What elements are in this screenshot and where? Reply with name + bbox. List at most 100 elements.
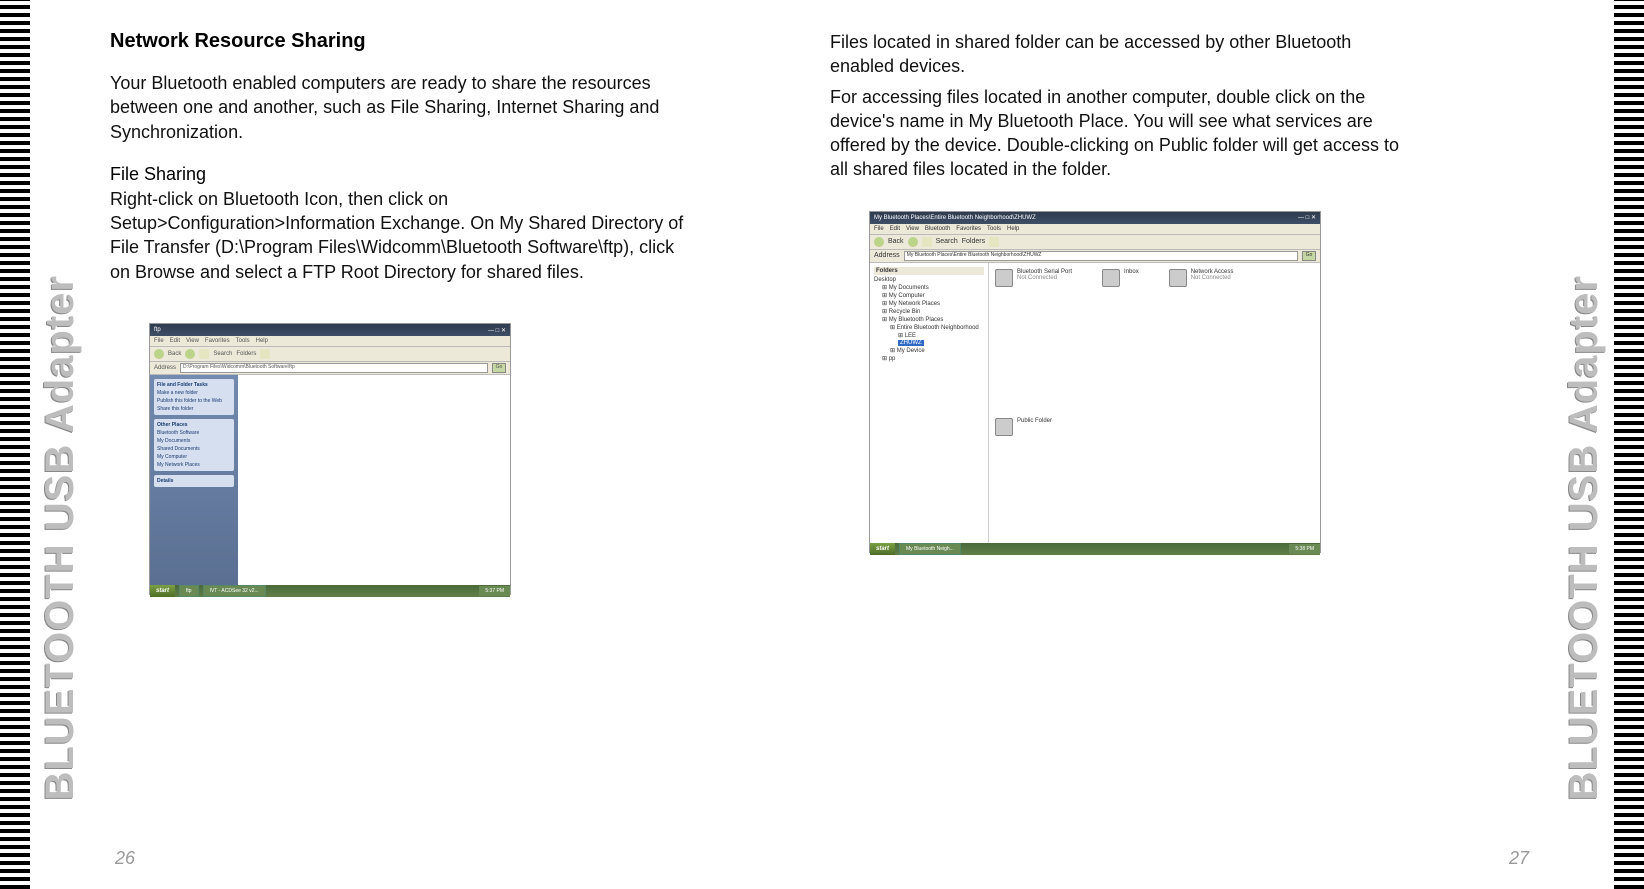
- svc-name-0: Bluetooth Serial Port: [1017, 269, 1072, 275]
- back-icon2[interactable]: [874, 237, 884, 247]
- search-label2[interactable]: Search: [936, 238, 958, 245]
- task-new-folder[interactable]: Make a new folder: [157, 390, 231, 396]
- menu2-view[interactable]: View: [906, 226, 919, 232]
- page-26: Network Resource Sharing Your Bluetooth …: [100, 0, 820, 889]
- spine-left: BLUETOOTH USB Adapter: [30, 0, 90, 800]
- folders-label2[interactable]: Folders: [962, 238, 985, 245]
- svc-name-2: Network Access: [1191, 269, 1234, 275]
- page-number-left: 26: [115, 848, 135, 869]
- taskbar-item-bt[interactable]: My Bluetooth Neigh...: [899, 543, 961, 555]
- up-icon[interactable]: [199, 349, 209, 359]
- menu-favorites[interactable]: Favorites: [205, 338, 230, 344]
- forward-icon2[interactable]: [908, 237, 918, 247]
- menu-help[interactable]: Help: [256, 338, 268, 344]
- place-mycomputer[interactable]: My Computer: [157, 454, 231, 460]
- views-icon2[interactable]: [989, 237, 999, 247]
- taskbar-item-ivt[interactable]: IVT - ACDSee 32 v2...: [203, 585, 266, 597]
- stripe-border-right: [1614, 0, 1644, 889]
- task-publish[interactable]: Publish this folder to the Web: [157, 398, 231, 404]
- place-btsw[interactable]: Bluetooth Software: [157, 430, 231, 436]
- tree-item[interactable]: ⊞ My Documents: [874, 284, 984, 291]
- window-body: File and Folder Tasks Make a new folder …: [150, 375, 510, 585]
- back-label[interactable]: Back: [168, 351, 181, 357]
- address-bar: Address D:\Program Files\Widcomm\Bluetoo…: [150, 362, 510, 375]
- panel-details: Details: [154, 475, 234, 487]
- menu2-file[interactable]: File: [874, 226, 884, 232]
- serial-port-icon: [995, 269, 1013, 287]
- tree-item[interactable]: ⊞ My Computer: [874, 292, 984, 299]
- service-network-access[interactable]: Network Access Not Connected: [1169, 269, 1234, 287]
- system-tray: 5:37 PM: [479, 586, 510, 596]
- screenshot-ftp-window: ftp ― □ ✕ File Edit View Favorites Tools…: [150, 324, 510, 594]
- window-controls2: ― □ ✕: [1298, 214, 1316, 221]
- place-shared[interactable]: Shared Documents: [157, 446, 231, 452]
- page-number-right: 27: [1509, 848, 1529, 869]
- svc-status-0: Not Connected: [1017, 275, 1072, 281]
- go-button2[interactable]: Go: [1302, 251, 1316, 261]
- panel1-title: File and Folder Tasks: [157, 382, 231, 388]
- window-body2: Folders Desktop⊞ My Documents⊞ My Comput…: [870, 263, 1320, 543]
- start-button[interactable]: start: [150, 585, 175, 597]
- svc-name-1: Inbox: [1124, 269, 1139, 275]
- heading-network-resource-sharing: Network Resource Sharing: [110, 30, 810, 53]
- menu2-bluetooth[interactable]: Bluetooth: [925, 226, 950, 232]
- place-network[interactable]: My Network Places: [157, 462, 231, 468]
- menu-view[interactable]: View: [186, 338, 199, 344]
- place-mydocs[interactable]: My Documents: [157, 438, 231, 444]
- titlebar: ftp ― □ ✕: [150, 324, 510, 336]
- tree-item[interactable]: ⊞ pp: [874, 355, 984, 362]
- folder-tree: Folders Desktop⊞ My Documents⊞ My Comput…: [870, 263, 989, 543]
- tree-item[interactable]: ⊞ LEE: [874, 332, 984, 339]
- address-field[interactable]: D:\Program Files\Widcomm\Bluetooth Softw…: [180, 363, 488, 373]
- services-pane: Bluetooth Serial Port Not Connected Inbo…: [989, 263, 1320, 543]
- screenshot-bluetooth-places: My Bluetooth Places\Entire Bluetooth Nei…: [870, 212, 1320, 552]
- page-27: Files located in shared folder can be ac…: [820, 0, 1540, 889]
- intro-paragraph: Your Bluetooth enabled computers are rea…: [110, 71, 690, 144]
- tree-item[interactable]: ⊞ My Network Places: [874, 300, 984, 307]
- menu2-tools[interactable]: Tools: [987, 226, 1001, 232]
- back-label2[interactable]: Back: [888, 238, 904, 245]
- service-inbox[interactable]: Inbox: [1102, 269, 1139, 287]
- tree-item[interactable]: ⊞ My Device: [874, 347, 984, 354]
- menu-file[interactable]: File: [154, 338, 164, 344]
- tree-item[interactable]: ZHUWZ: [874, 340, 984, 346]
- tree-item[interactable]: Desktop: [874, 277, 984, 283]
- panel2-title: Other Places: [157, 422, 231, 428]
- content-pane: [238, 375, 510, 585]
- views-icon[interactable]: [260, 349, 270, 359]
- panel-file-folder-tasks: File and Folder Tasks Make a new folder …: [154, 379, 234, 415]
- window-title2: My Bluetooth Places\Entire Bluetooth Nei…: [874, 215, 1036, 221]
- file-sharing-body: Right-click on Bluetooth Icon, then clic…: [110, 187, 690, 284]
- forward-icon[interactable]: [185, 349, 195, 359]
- go-button[interactable]: Go: [492, 363, 506, 373]
- menu2-favorites[interactable]: Favorites: [956, 226, 981, 232]
- start-button2[interactable]: start: [870, 543, 895, 555]
- menubar2: File Edit View Bluetooth Favorites Tools…: [870, 224, 1320, 235]
- menu-tools[interactable]: Tools: [236, 338, 250, 344]
- menu-edit[interactable]: Edit: [170, 338, 180, 344]
- tree-item[interactable]: ⊞ My Bluetooth Places: [874, 316, 984, 323]
- right-para1: Files located in shared folder can be ac…: [830, 30, 1410, 79]
- svc-name-3: Public Folder: [1017, 418, 1052, 424]
- window-title: ftp: [154, 327, 161, 333]
- menu2-edit[interactable]: Edit: [890, 226, 900, 232]
- address-field2[interactable]: My Bluetooth Places\Entire Bluetooth Nei…: [904, 251, 1298, 261]
- service-public-folder[interactable]: Public Folder: [995, 418, 1314, 436]
- toolbar2: Back Search Folders: [870, 235, 1320, 250]
- back-icon[interactable]: [154, 349, 164, 359]
- address-label2: Address: [874, 252, 900, 259]
- taskbar-item-ftp[interactable]: ftp: [179, 585, 199, 597]
- task-pane: File and Folder Tasks Make a new folder …: [150, 375, 238, 585]
- tree-item[interactable]: ⊞ Recycle Bin: [874, 308, 984, 315]
- tree-item[interactable]: ⊞ Entire Bluetooth Neighborhood: [874, 324, 984, 331]
- task-share[interactable]: Share this folder: [157, 406, 231, 412]
- folders-label[interactable]: Folders: [236, 351, 256, 357]
- address-label: Address: [154, 365, 176, 371]
- search-label[interactable]: Search: [213, 351, 232, 357]
- inbox-icon: [1102, 269, 1120, 287]
- menu2-help[interactable]: Help: [1007, 226, 1019, 232]
- subhead-file-sharing: File Sharing: [110, 164, 810, 185]
- stripe-border-left: [0, 0, 30, 889]
- service-serial-port[interactable]: Bluetooth Serial Port Not Connected: [995, 269, 1072, 287]
- up-icon2[interactable]: [922, 237, 932, 247]
